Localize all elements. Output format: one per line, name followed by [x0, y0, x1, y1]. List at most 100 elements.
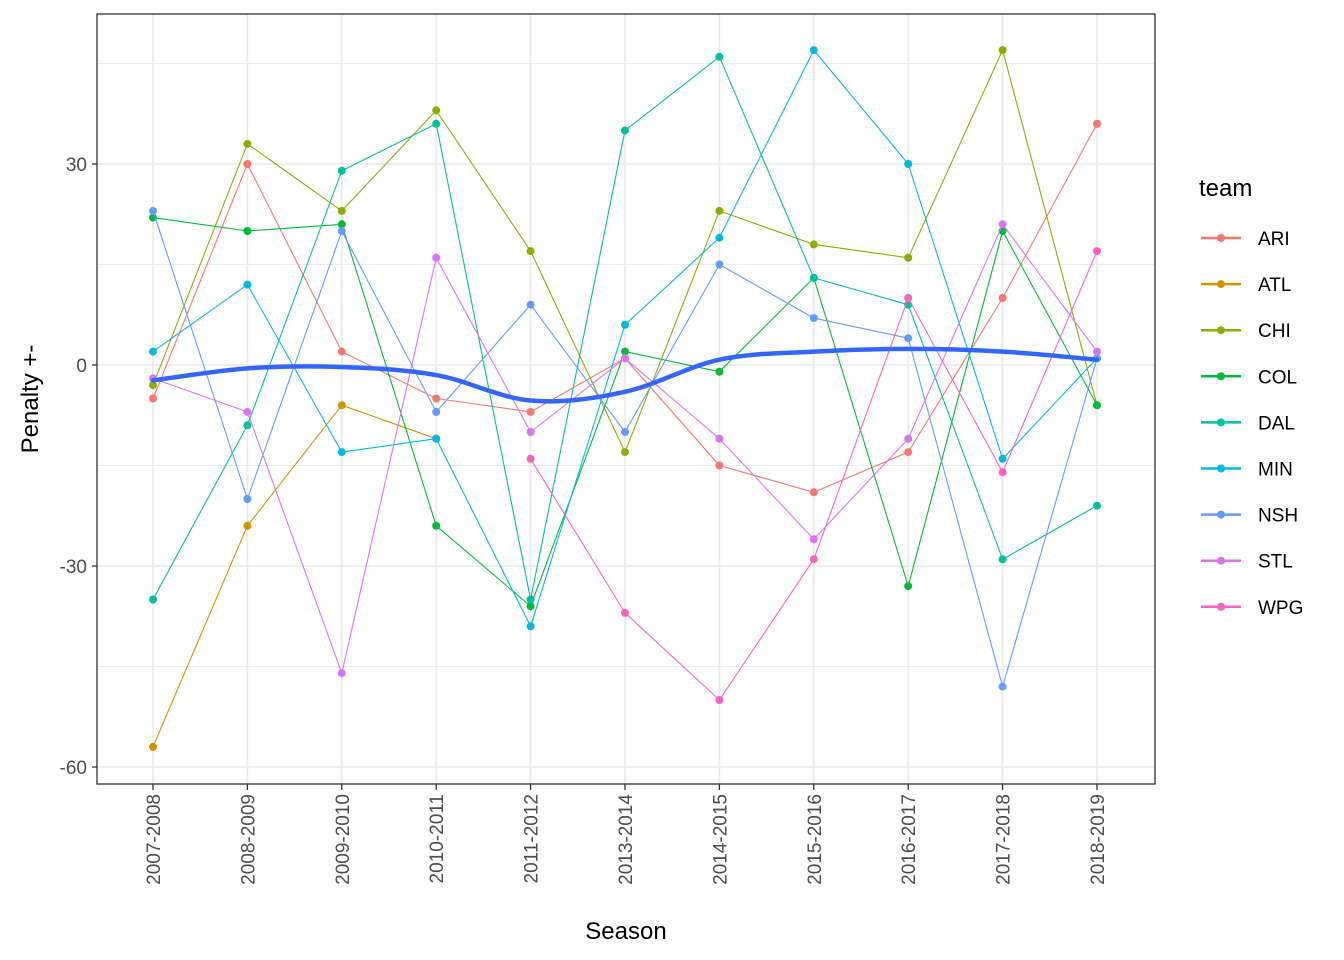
- data-point-wpg: [904, 294, 913, 302]
- data-point-min: [526, 622, 535, 631]
- legend-label: COL: [1258, 367, 1297, 388]
- data-point-ari: [243, 160, 252, 168]
- smooth-trend-line: [150, 346, 1100, 404]
- legend-item-ari: ARI: [1201, 229, 1290, 250]
- data-point-ari: [715, 461, 724, 470]
- legend-item-wpg: WPG: [1201, 598, 1303, 619]
- data-point-col: [621, 347, 629, 356]
- data-point-wpg: [526, 454, 535, 463]
- series-wpg: [526, 247, 1101, 704]
- data-point-wpg: [998, 468, 1007, 477]
- series-min: [149, 46, 1101, 631]
- legend-key-point: [1217, 326, 1225, 335]
- y-tick-label: 0: [76, 356, 87, 377]
- data-point-min: [621, 320, 629, 329]
- x-axis-title: Season: [585, 918, 666, 945]
- x-axis: 2007-2008 2008-2009 2009-2010 2010-2011 2011…: [144, 784, 1109, 885]
- legend-item-min: MIN: [1201, 460, 1293, 481]
- legend-title: team: [1199, 175, 1252, 202]
- series-nsh: [149, 206, 1101, 691]
- data-point-dal: [526, 595, 535, 604]
- data-point-dal: [621, 126, 629, 135]
- legend: team ARI ATL CHI COL DAL MIN NSH STL WPG: [1199, 175, 1303, 619]
- x-tick-label: 2011-2012: [522, 794, 543, 883]
- x-tick-label: 2008-2009: [238, 794, 259, 885]
- data-point-ari: [809, 488, 818, 497]
- data-point-nsh: [337, 227, 346, 235]
- data-point-dal: [809, 273, 818, 282]
- data-point-stl: [715, 434, 724, 443]
- x-tick-label: 2014-2015: [710, 794, 731, 885]
- data-point-col: [904, 582, 913, 591]
- legend-label: ATL: [1258, 275, 1291, 296]
- legend-label: STL: [1258, 552, 1293, 573]
- data-point-chi: [432, 106, 441, 115]
- data-point-chi: [904, 253, 913, 262]
- data-point-chi: [621, 448, 629, 457]
- legend-key-point: [1217, 510, 1225, 519]
- data-point-chi: [715, 206, 724, 215]
- legend-key-point: [1217, 234, 1225, 242]
- plot-background: [97, 14, 1155, 784]
- data-point-ari: [337, 347, 346, 356]
- data-point-ari: [149, 394, 157, 403]
- data-point-nsh: [432, 407, 441, 416]
- data-point-nsh: [243, 495, 252, 503]
- legend-key-point: [1217, 418, 1225, 427]
- legend-item-stl: STL: [1201, 552, 1293, 573]
- data-point-wpg: [1093, 247, 1101, 256]
- data-point-col: [1093, 401, 1101, 410]
- data-point-col: [243, 227, 252, 235]
- smooth-layer: [150, 346, 1100, 404]
- y-axis-title: Penalty +-: [17, 345, 44, 454]
- data-point-stl: [1093, 347, 1101, 356]
- data-point-stl: [998, 220, 1007, 229]
- data-point-dal: [149, 595, 157, 604]
- data-point-chi: [149, 381, 157, 390]
- legend-label: WPG: [1258, 598, 1303, 619]
- data-point-min: [904, 160, 913, 168]
- y-tick-label: 30: [66, 155, 87, 176]
- data-point-stl: [337, 669, 346, 678]
- data-point-stl: [526, 428, 535, 436]
- data-point-wpg: [715, 696, 724, 704]
- legend-label: DAL: [1258, 413, 1295, 434]
- data-point-stl: [243, 407, 252, 416]
- data-point-wpg: [621, 608, 629, 617]
- data-point-atl: [243, 521, 252, 530]
- data-point-nsh: [149, 206, 157, 215]
- x-tick-label: 2007-2008: [144, 794, 165, 885]
- data-point-atl: [149, 742, 157, 751]
- data-point-chi: [998, 46, 1007, 55]
- legend-label: ARI: [1258, 229, 1290, 250]
- data-point-stl: [904, 434, 913, 443]
- legend-label: CHI: [1258, 321, 1291, 342]
- data-point-ari: [432, 394, 441, 403]
- data-point-nsh: [998, 682, 1007, 691]
- legend-key-point: [1217, 372, 1225, 381]
- x-tick-label: 2016-2017: [899, 794, 920, 885]
- series-line-atl: [152, 404, 437, 748]
- data-point-min: [432, 434, 441, 443]
- data-point-nsh: [809, 314, 818, 323]
- legend-item-nsh: NSH: [1201, 506, 1298, 527]
- x-tick-label: 2010-2011: [427, 794, 448, 883]
- data-point-dal: [243, 421, 252, 430]
- data-point-atl: [337, 401, 346, 410]
- data-point-ari: [904, 448, 913, 457]
- data-point-ari: [1093, 119, 1101, 128]
- data-point-dal: [715, 52, 724, 61]
- data-point-chi: [809, 240, 818, 249]
- legend-key-point: [1217, 464, 1225, 473]
- legend-key-point: [1217, 602, 1225, 611]
- legend-item-col: COL: [1201, 367, 1297, 388]
- data-point-nsh: [526, 300, 535, 309]
- data-point-dal: [1093, 501, 1101, 510]
- data-point-dal: [337, 166, 346, 175]
- x-tick-label: 2017-2018: [994, 794, 1015, 885]
- data-point-nsh: [904, 334, 913, 343]
- data-point-wpg: [809, 555, 818, 564]
- data-point-chi: [337, 206, 346, 215]
- data-point-col: [715, 367, 724, 376]
